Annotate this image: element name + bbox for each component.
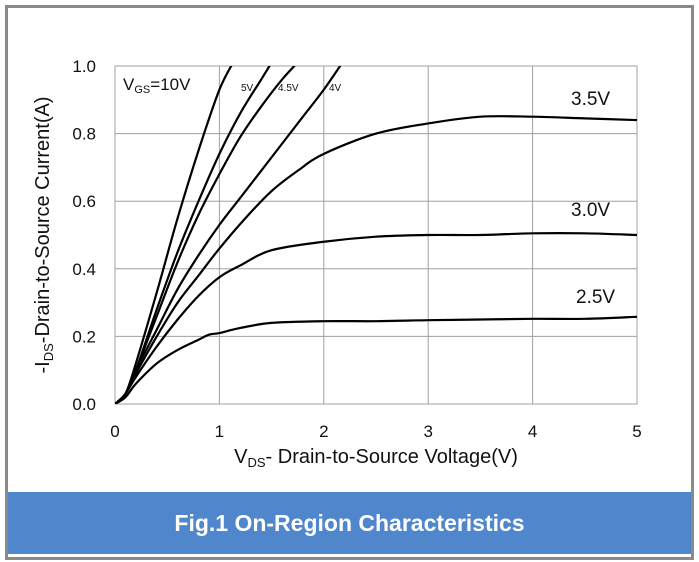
vgs-2-5v-label: 2.5V [576,287,615,308]
on-region-chart: 0 1 2 3 4 5 0.0 0.2 0.4 0.6 0.8 1.0 VGS=… [32,57,642,470]
vgs-10v-label: VGS=10V [123,75,191,96]
x-tick-label: 2 [319,422,328,441]
x-tick-label: 4 [528,422,537,441]
y-tick-label: 1.0 [72,57,96,76]
figure-caption: Fig.1 On-Region Characteristics [174,509,525,536]
figure-frame [5,5,694,560]
x-tick-labels: 0 1 2 3 4 5 [110,422,641,441]
series-line [115,231,637,404]
y-tick-label: 0.4 [72,260,96,279]
y-tick-label: 0.8 [72,125,96,144]
curves [115,66,637,404]
y-tick-label: 0.6 [72,192,96,211]
vgs-4-5v-label: 4.5V [278,83,299,94]
x-tick-label: 1 [215,422,224,441]
x-tick-label: 0 [110,422,119,441]
caption-bar: Fig.1 On-Region Characteristics [8,492,691,554]
vgs-5v-label: 5V [241,83,254,94]
y-axis-title: -IDS-Drain-to-Source Current(A) [32,96,56,373]
series-line [115,315,637,404]
x-tick-label: 3 [423,422,432,441]
vgs-3-0v-label: 3.0V [571,200,610,221]
y-tick-label: 0.2 [72,327,96,346]
series-line [115,66,296,404]
y-tick-label: 0.0 [72,395,96,414]
x-tick-label: 5 [632,422,641,441]
y-tick-labels: 0.0 0.2 0.4 0.6 0.8 1.0 [72,57,96,414]
series-line [115,115,637,404]
vgs-4v-label: 4V [329,83,342,94]
x-axis-title: VDS- Drain-to-Source Voltage(V) [234,446,518,470]
series-line [115,66,342,404]
vgs-3-5v-label: 3.5V [571,89,610,110]
